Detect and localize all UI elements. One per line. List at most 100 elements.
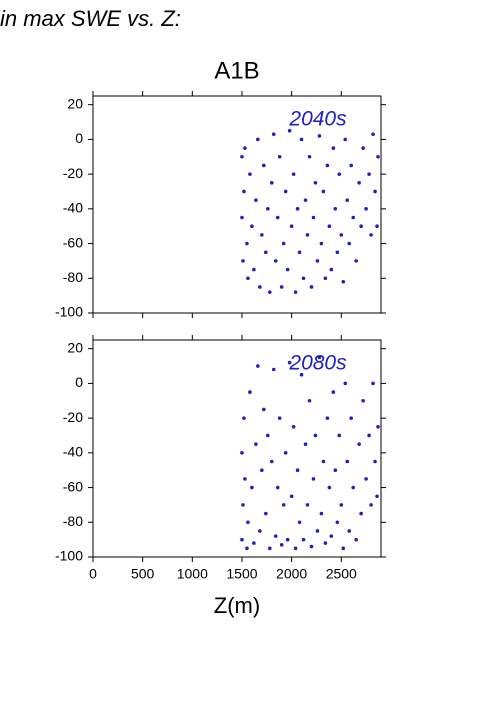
scatter-point <box>367 172 371 176</box>
scatter-point <box>277 154 282 159</box>
scatter-point <box>335 250 340 255</box>
y-tick-label: -80 <box>63 269 83 285</box>
scatter-point <box>347 241 352 246</box>
scatter-point <box>289 224 294 228</box>
scatter-point <box>305 503 310 507</box>
scatter-point <box>256 137 260 142</box>
y-tick-label: -40 <box>63 444 83 460</box>
scatter-point <box>319 241 324 246</box>
scatter-point <box>299 137 304 142</box>
scatter-point <box>323 541 328 545</box>
scatter-point <box>246 520 250 525</box>
scatter-point <box>333 468 338 473</box>
scatter-point <box>301 276 306 281</box>
scatter-point <box>313 433 318 438</box>
y-tick-label: -60 <box>63 234 83 250</box>
scatter-point <box>354 537 358 542</box>
scatter-point <box>307 154 312 159</box>
scatter-point <box>273 534 278 538</box>
scatter-point <box>305 233 310 237</box>
scatter-point <box>375 494 379 499</box>
scatter-point <box>376 425 380 429</box>
scatter-point <box>315 529 320 533</box>
scatter-point <box>258 285 262 289</box>
scatter-point <box>269 459 274 464</box>
scatter-point <box>293 546 298 551</box>
plot-frame <box>92 95 382 314</box>
scatter-point <box>269 181 274 185</box>
scatter-point <box>262 163 266 168</box>
scatter-point <box>281 503 286 507</box>
scatter-point <box>345 198 350 202</box>
x-axis-label: Z(m) <box>214 593 260 618</box>
scatter-point <box>309 285 314 289</box>
scatter-point <box>303 442 308 446</box>
scatter-point <box>241 503 245 507</box>
scatter-point <box>323 276 328 281</box>
scatter-point <box>303 198 308 202</box>
scatter-point <box>361 398 365 403</box>
scatter-point <box>373 459 377 464</box>
scatter-point <box>299 372 304 377</box>
scatter-point <box>277 416 282 420</box>
scatter-point <box>341 546 346 551</box>
scatter-point <box>337 172 342 176</box>
scatter-point <box>262 407 266 412</box>
scatter-point <box>343 137 348 142</box>
scatter-point <box>242 189 246 194</box>
scatter-point <box>331 390 336 394</box>
scatter-point <box>369 503 373 507</box>
scatter-point <box>248 390 252 394</box>
scatter-point <box>321 459 326 464</box>
scatter-point <box>254 198 258 202</box>
x-tick-label: 1500 <box>226 566 257 582</box>
y-tick-label: -20 <box>63 409 83 425</box>
y-tick-label: 20 <box>67 95 83 111</box>
y-tick-label: -60 <box>63 478 83 494</box>
y-tick-label: 0 <box>75 130 83 146</box>
x-tick-label: 2500 <box>326 566 357 582</box>
scatter-point <box>275 485 280 490</box>
scatter-point <box>279 285 284 289</box>
scatter-point <box>264 511 268 516</box>
scatter-point <box>240 154 244 159</box>
scatter-point <box>309 544 314 549</box>
scatter-point <box>343 381 348 386</box>
scatter-point <box>240 451 244 455</box>
y-tick-label: 0 <box>75 374 83 390</box>
scatter-point <box>295 207 300 211</box>
scatter-point <box>359 511 363 516</box>
scatter-point <box>313 181 318 185</box>
scatter-point <box>264 250 268 255</box>
scatter-point <box>371 381 375 386</box>
scatter-point <box>285 267 290 272</box>
scatter-point <box>252 267 256 272</box>
y-tick-label: 20 <box>67 339 83 355</box>
scatter-point <box>283 451 288 455</box>
scatter-point <box>327 485 332 490</box>
scatter-point <box>260 468 264 473</box>
scatter-point <box>271 132 276 136</box>
scatter-point <box>291 172 296 176</box>
scatter-point <box>364 207 368 211</box>
y-tick-label: -100 <box>55 304 83 320</box>
scatter-point <box>273 259 278 263</box>
scatter-point <box>287 360 292 365</box>
scatter-point <box>337 433 342 438</box>
scatter-point <box>287 128 292 133</box>
scatter-point <box>371 132 375 136</box>
scatter-point <box>357 442 361 446</box>
scatter-point <box>242 416 246 420</box>
annotation: 2080s <box>288 352 347 375</box>
scatter-point <box>256 364 260 368</box>
x-tick-label: 1000 <box>177 566 208 582</box>
scatter-point <box>245 241 249 246</box>
y-tick-label: -80 <box>63 513 83 529</box>
scatter-point <box>354 259 358 263</box>
x-tick-label: 500 <box>131 566 155 582</box>
scatter-point <box>289 494 294 499</box>
scatter-point <box>291 425 296 429</box>
scatter-point <box>246 276 250 281</box>
scatter-point <box>317 355 322 360</box>
scatter-point <box>327 224 332 228</box>
